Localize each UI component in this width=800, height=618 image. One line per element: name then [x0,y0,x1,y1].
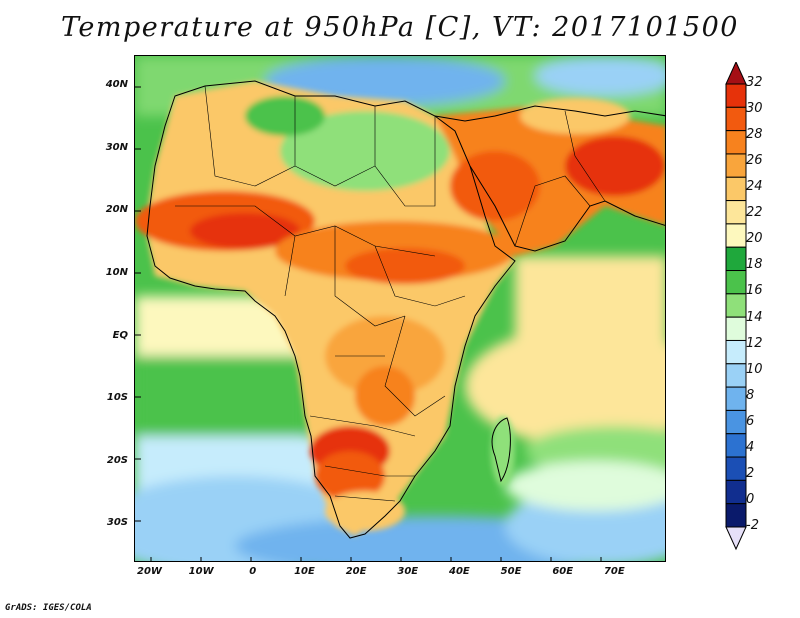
y-tick-label: EQ [112,329,128,341]
colorbar-cell [725,200,747,225]
colorbar-cell [725,433,747,458]
x-tick-label: 10E [294,566,315,577]
colorbar-label: 20 [746,231,763,247]
y-tick-label: 10N [105,267,128,279]
x-tick-label: 0 [249,566,257,577]
y-tick-label: 10S [106,392,128,404]
colorbar-label: 8 [746,387,755,403]
colorbar-label: 4 [746,439,755,455]
y-tick-label: 30S [106,517,128,529]
colorbar-cell [725,409,747,435]
colorbar-label: 2 [746,465,755,481]
x-tick-label: 70E [603,566,625,577]
x-tick-label: 20E [345,566,367,577]
y-tick-label: 40N [105,79,128,91]
colorbar-cell [725,270,747,295]
colorbar-label: 10 [746,361,763,377]
temperature-shading [135,56,665,561]
colorbar-cell [725,83,747,108]
colorbar-cell [725,456,747,481]
colorbar-label: 0 [746,491,755,507]
colorbar-cell [725,503,747,528]
y-tick-label: 20N [105,204,128,216]
x-tick-label: 60E [552,566,574,577]
colorbar-cell [725,130,747,155]
colorbar-cell [725,246,747,272]
map-title: Temperature at 950hPa [C], VT: 201710150… [61,12,739,43]
colorbar-label: 26 [746,153,763,169]
x-tick-label: 30E [397,566,419,577]
y-tick-label: 20S [106,454,128,466]
colorbar-label: -2 [746,518,759,533]
colorbar-cells [725,83,747,528]
frame-ticks [135,86,602,561]
x-tick-label: 20W [137,566,162,577]
colorbar-cell [725,479,747,505]
temperature-map [134,55,666,562]
x-tick-label: 40E [449,566,470,577]
colorbar-cell [725,223,747,248]
colorbar [725,62,747,551]
colorbar-label: 16 [746,283,763,299]
colorbar-label: 32 [746,75,763,90]
colorbar-label: 30 [746,101,763,117]
country-borders [175,85,606,502]
x-tick-label: 50E [500,566,522,577]
land-temperature [135,81,665,536]
coastlines [146,80,665,539]
colorbar-label: 28 [746,127,763,143]
colorbar-bottom-arrow [725,526,747,551]
colorbar-label: 24 [746,179,763,195]
colorbar-label: 14 [746,309,763,325]
colorbar-top-arrow [725,62,747,85]
colorbar-cell [725,316,747,341]
x-tick-label: 10W [188,566,214,577]
colorbar-cell [725,293,747,318]
footer-credit: GrADS: IGES/COLA [5,603,92,613]
colorbar-label: 6 [746,413,755,429]
y-tick-label: 30N [105,141,128,153]
colorbar-cell [725,386,747,411]
colorbar-cell [725,176,747,202]
colorbar-cell [725,363,747,388]
colorbar-cell [725,153,747,178]
colorbar-label: 18 [746,257,763,273]
colorbar-label: 12 [746,335,763,351]
colorbar-cell [725,339,747,365]
temperature-field [135,56,665,561]
colorbar-cell [725,106,747,132]
colorbar-label: 22 [746,205,763,221]
